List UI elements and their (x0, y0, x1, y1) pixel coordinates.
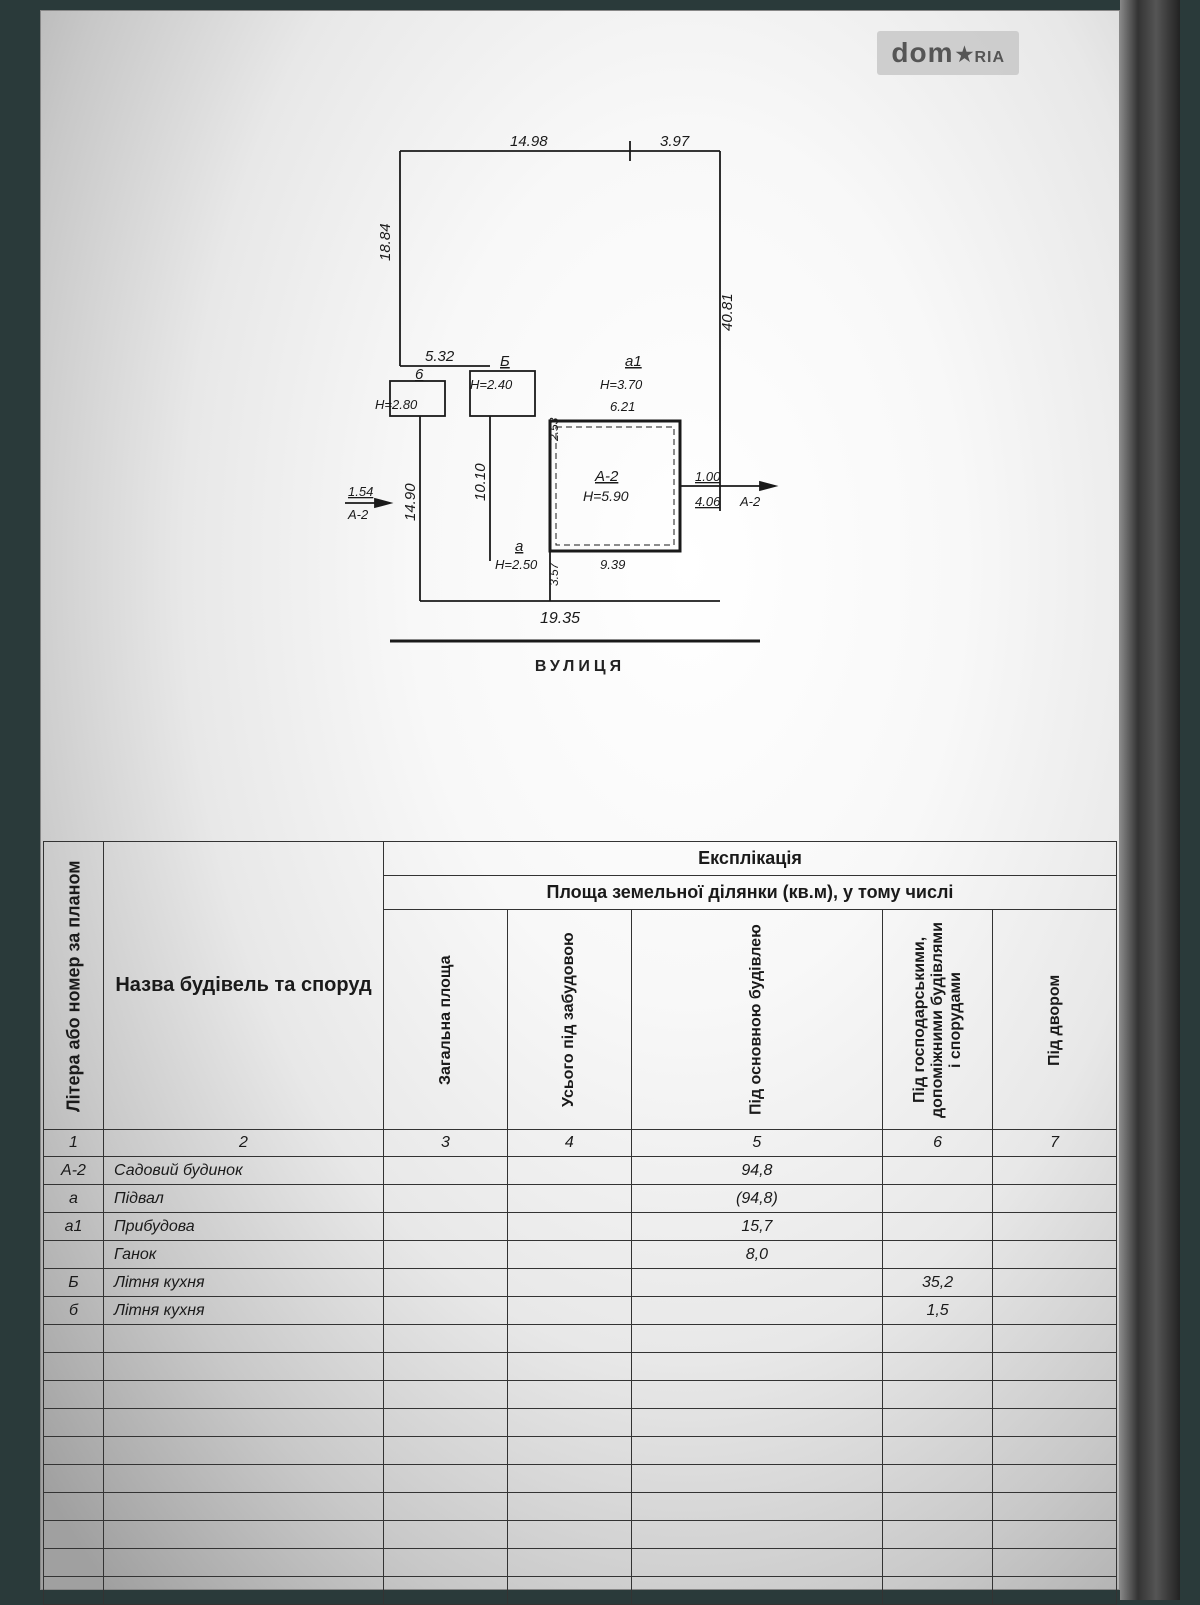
table-row: аПідвал(94,8) (44, 1185, 1117, 1213)
col-header-4: Усього під забудовою (507, 910, 631, 1130)
svg-text:А-2: А-2 (347, 507, 369, 522)
svg-text:Н=2.80: Н=2.80 (375, 397, 418, 412)
col-header-3: Загальна площа (384, 910, 508, 1130)
site-plan-diagram: 14.98 3.97 18.84 40.81 5.32 6 Н=2.80 Б Н… (320, 131, 840, 671)
svg-text:3.97: 3.97 (660, 133, 690, 150)
document-page: dom★RIA 14.98 3.97 18.84 40.81 5.32 (40, 10, 1120, 1590)
table-row: А-2Садовий будинок94,8 (44, 1157, 1117, 1185)
svg-text:1.00: 1.00 (695, 469, 721, 484)
svg-text:10.10: 10.10 (472, 463, 489, 501)
svg-text:6.21: 6.21 (610, 399, 635, 414)
col-header-1: Літера або номер за планом (44, 842, 104, 1130)
svg-text:А-2: А-2 (594, 468, 619, 485)
explication-table: Літера або номер за планом Назва будівел… (43, 841, 1117, 1605)
column-number-row: 1 2 3 4 5 6 7 (44, 1130, 1117, 1157)
svg-text:14.90: 14.90 (402, 483, 419, 521)
svg-text:Н=3.70: Н=3.70 (600, 377, 643, 392)
svg-text:а1: а1 (625, 353, 642, 370)
svg-text:Н=2.40: Н=2.40 (470, 377, 513, 392)
table-row (44, 1465, 1117, 1493)
svg-text:2.53: 2.53 (547, 417, 561, 442)
table-row: бЛітня кухня1,5 (44, 1297, 1117, 1325)
table-row (44, 1325, 1117, 1353)
svg-text:1.54: 1.54 (348, 484, 373, 499)
col-header-7: Під двором (993, 910, 1117, 1130)
table-row (44, 1577, 1117, 1605)
svg-text:Н=5.90: Н=5.90 (583, 488, 629, 504)
watermark-text: dom (891, 37, 953, 68)
col-header-2: Назва будівель та споруд (104, 842, 384, 1130)
svg-text:40.81: 40.81 (719, 293, 736, 331)
table-row (44, 1381, 1117, 1409)
table-row (44, 1409, 1117, 1437)
svg-text:Н=2.50: Н=2.50 (495, 557, 538, 572)
svg-text:9.39: 9.39 (600, 557, 625, 572)
watermark-star-icon: ★ (956, 44, 975, 66)
svg-text:а: а (515, 538, 523, 555)
svg-text:Б: Б (500, 353, 510, 370)
table-row (44, 1437, 1117, 1465)
table-title: Експлікація (384, 842, 1117, 876)
svg-text:14.98: 14.98 (510, 133, 548, 150)
svg-text:6: 6 (415, 366, 424, 383)
site-plan-svg: 14.98 3.97 18.84 40.81 5.32 6 Н=2.80 Б Н… (320, 131, 840, 671)
svg-text:А-2: А-2 (739, 494, 761, 509)
svg-text:4.06: 4.06 (695, 494, 721, 509)
table-subtitle: Площа земельної ділянки (кв.м), у тому ч… (384, 876, 1117, 910)
table-row (44, 1353, 1117, 1381)
book-binding (1120, 0, 1180, 1600)
svg-text:3.57: 3.57 (547, 561, 561, 586)
table-row: а1Прибудова15,7 (44, 1213, 1117, 1241)
watermark-badge: dom★RIA (877, 31, 1019, 75)
svg-text:5.32: 5.32 (425, 348, 455, 365)
table-row (44, 1549, 1117, 1577)
col-header-5: Під основною будівлею (631, 910, 882, 1130)
col-header-6: Під господарськими, допоміжними будівлям… (883, 910, 993, 1130)
svg-text:18.84: 18.84 (377, 223, 394, 261)
table-row (44, 1493, 1117, 1521)
watermark-suffix: RIA (974, 49, 1005, 66)
explication-table-wrap: Літера або номер за планом Назва будівел… (41, 841, 1119, 1605)
table-row: БЛітня кухня35,2 (44, 1269, 1117, 1297)
svg-text:19.35: 19.35 (540, 610, 580, 627)
table-row (44, 1521, 1117, 1549)
table-row: Ганок8,0 (44, 1241, 1117, 1269)
